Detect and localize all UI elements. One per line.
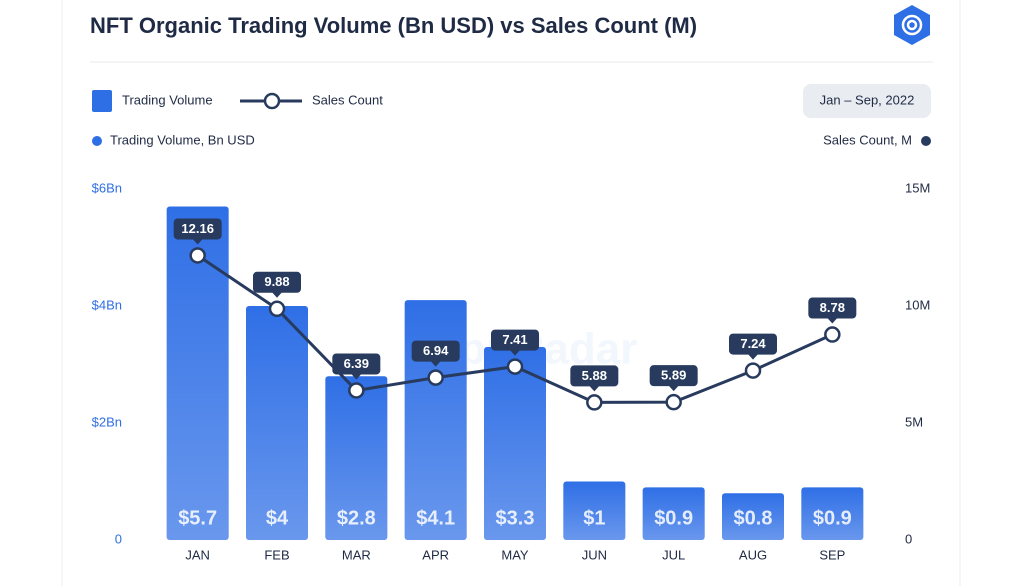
bar-shade <box>404 300 467 540</box>
x-tick-label: JUL <box>662 547 685 562</box>
x-tick-label: APR <box>422 547 449 562</box>
right-axis-label: Sales Count, M <box>823 132 912 147</box>
x-tick-label: JUN <box>582 547 607 562</box>
x-tick-label: MAY <box>501 547 529 562</box>
line-value-label: 5.89 <box>661 368 686 383</box>
marker <box>744 362 762 379</box>
marker <box>824 326 841 343</box>
y-tick-label: 0 <box>115 531 122 546</box>
value-badge <box>808 297 857 319</box>
value-badge-tip <box>589 385 600 392</box>
chart-title: NFT Organic Trading Volume (Bn USD) vs S… <box>90 13 697 38</box>
line-value-label: 7.41 <box>502 332 527 347</box>
y2-tick-label: 10M <box>905 297 930 312</box>
line-value-label: 7.24 <box>740 336 766 351</box>
legend-marker <box>263 92 281 110</box>
value-badge <box>332 353 381 375</box>
line-value-label: 9.88 <box>264 274 289 289</box>
legend-label: Trading Volume <box>122 92 213 107</box>
value-badge-tip <box>430 361 441 367</box>
bar-value-label: $0.8 <box>734 507 773 529</box>
bar-value-label: $4.1 <box>416 507 455 529</box>
period: Jan – Sep, 2022 <box>820 92 915 107</box>
value-badge-tip <box>827 318 838 324</box>
value-badge <box>649 365 698 387</box>
x-tick-label: JAN <box>185 547 210 562</box>
value-badge-tip <box>510 350 520 356</box>
line-value-label: 12.16 <box>181 221 214 236</box>
y2-tick-label: 5M <box>905 414 923 429</box>
value-badge-tip <box>351 373 362 380</box>
bar-value-label: $4 <box>266 507 289 529</box>
bar-shade <box>325 376 388 540</box>
bar-value-label: $3.3 <box>496 507 535 529</box>
axis-dot <box>921 136 931 146</box>
bar-shade <box>563 481 626 540</box>
bar-shade <box>166 206 229 541</box>
x-tick-label: AUG <box>739 547 767 562</box>
y2-tick-label: 15M <box>905 180 930 195</box>
bar-shade <box>722 493 784 540</box>
x-tick-label: FEB <box>264 547 289 562</box>
marker <box>427 369 444 386</box>
value-badge <box>729 333 777 355</box>
y-tick-label: $2Bn <box>92 414 122 429</box>
marker <box>586 394 603 411</box>
marker <box>348 382 365 399</box>
value-badge <box>173 218 222 240</box>
marker <box>665 393 682 411</box>
value-badge-tip <box>668 385 679 392</box>
value-badge <box>253 271 301 293</box>
value-badge-tip <box>272 292 282 298</box>
bar-shade <box>642 487 705 540</box>
x-tick-label: MAR <box>342 547 371 562</box>
period-pill <box>803 84 931 118</box>
value-badge <box>411 340 460 362</box>
bar-value-label: $0.9 <box>813 507 852 529</box>
y-tick-label: $4Bn <box>92 297 122 312</box>
marker <box>189 247 206 264</box>
value-badge-tip <box>748 354 758 360</box>
value-badge <box>570 365 619 387</box>
line-value-label: 6.94 <box>423 343 449 358</box>
value-badge-tip <box>192 238 203 245</box>
bar-shade <box>246 306 308 540</box>
line-value-label: 8.78 <box>820 300 845 315</box>
bar-shade <box>484 346 546 540</box>
bar-value-label: $1 <box>583 507 605 529</box>
left-axis-label: Trading Volume, Bn USD <box>110 132 255 147</box>
logo <box>894 5 930 45</box>
axis-dot <box>92 136 102 146</box>
y-tick-label: $6Bn <box>92 180 122 195</box>
marker <box>506 358 524 375</box>
value-badge <box>491 329 539 351</box>
line-value-label: 5.88 <box>582 368 607 383</box>
x-tick-label: SEP <box>819 547 845 562</box>
bar-value-label: $0.9 <box>654 507 693 529</box>
bar-value-label: $2.8 <box>337 507 376 529</box>
y2-tick-label: 0 <box>905 531 912 546</box>
legend-swatch <box>92 90 112 112</box>
legend-label: Sales Count <box>312 92 383 107</box>
bar-value-label: $5.7 <box>178 507 217 529</box>
line-value-label: 6.39 <box>344 356 369 371</box>
marker <box>268 300 286 318</box>
bar-shade <box>801 487 864 540</box>
